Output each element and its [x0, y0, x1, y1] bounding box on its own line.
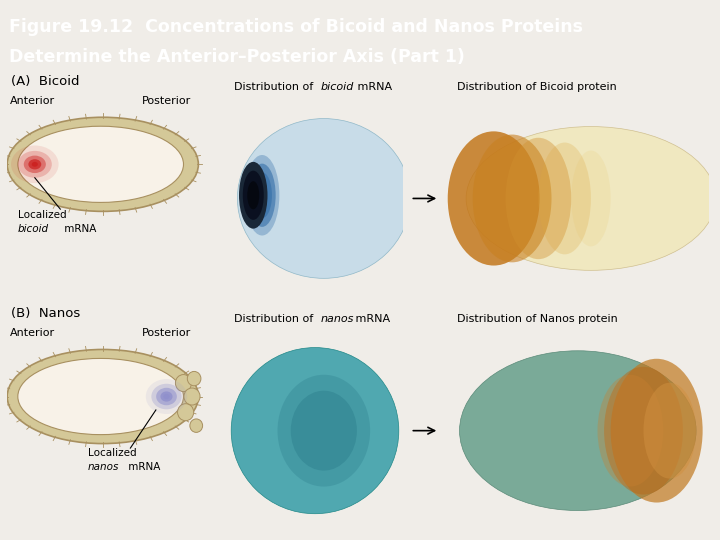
Ellipse shape — [145, 379, 187, 414]
Ellipse shape — [243, 171, 264, 220]
Ellipse shape — [448, 131, 540, 266]
Ellipse shape — [644, 383, 696, 478]
Text: nanos: nanos — [320, 314, 354, 324]
Circle shape — [190, 419, 202, 433]
Ellipse shape — [611, 359, 703, 503]
Text: Localized: Localized — [18, 210, 66, 220]
Circle shape — [184, 388, 200, 405]
Ellipse shape — [28, 159, 41, 170]
Ellipse shape — [11, 145, 58, 183]
Ellipse shape — [7, 117, 199, 211]
Ellipse shape — [18, 126, 184, 202]
Text: Determine the Anterior–Posterior Axis (Part 1): Determine the Anterior–Posterior Axis (P… — [9, 48, 464, 66]
Text: (B)  Nanos: (B) Nanos — [12, 307, 81, 320]
Ellipse shape — [598, 375, 663, 487]
Ellipse shape — [18, 359, 184, 435]
Ellipse shape — [161, 392, 173, 402]
Circle shape — [187, 372, 201, 386]
Ellipse shape — [24, 156, 46, 173]
Ellipse shape — [245, 155, 279, 235]
Text: Localized: Localized — [88, 448, 137, 458]
Ellipse shape — [505, 138, 571, 259]
Text: Distribution of Bicoid protein: Distribution of Bicoid protein — [457, 82, 616, 92]
Ellipse shape — [163, 394, 170, 399]
Ellipse shape — [571, 151, 611, 246]
Ellipse shape — [151, 384, 181, 409]
Text: mRNA: mRNA — [352, 314, 390, 324]
Text: Posterior: Posterior — [142, 328, 191, 338]
Ellipse shape — [18, 151, 52, 178]
Ellipse shape — [7, 349, 199, 443]
Text: Anterior: Anterior — [10, 96, 55, 106]
Ellipse shape — [291, 391, 357, 470]
Ellipse shape — [473, 134, 552, 262]
Text: mRNA: mRNA — [61, 224, 96, 234]
Ellipse shape — [239, 162, 268, 228]
Text: bicoid: bicoid — [320, 82, 354, 92]
Ellipse shape — [231, 348, 399, 514]
Text: (A)  Bicoid: (A) Bicoid — [12, 75, 80, 87]
Text: bicoid: bicoid — [18, 224, 49, 234]
Ellipse shape — [32, 162, 38, 167]
Ellipse shape — [539, 143, 591, 254]
Ellipse shape — [277, 375, 370, 487]
Text: Posterior: Posterior — [142, 96, 191, 106]
Text: mRNA: mRNA — [354, 82, 392, 92]
Ellipse shape — [466, 126, 716, 271]
Text: Anterior: Anterior — [10, 328, 55, 338]
Circle shape — [178, 404, 194, 421]
Circle shape — [176, 375, 192, 392]
Ellipse shape — [459, 351, 696, 510]
Text: Distribution of: Distribution of — [234, 82, 317, 92]
Ellipse shape — [248, 164, 276, 227]
Text: mRNA: mRNA — [125, 462, 161, 471]
Ellipse shape — [247, 181, 259, 210]
Ellipse shape — [156, 388, 177, 405]
Text: Distribution of: Distribution of — [234, 314, 317, 324]
Text: Distribution of Nanos protein: Distribution of Nanos protein — [457, 314, 618, 324]
Text: nanos: nanos — [88, 462, 120, 471]
Ellipse shape — [604, 367, 683, 495]
Ellipse shape — [238, 119, 410, 278]
Text: Figure 19.12  Concentrations of Bicoid and Nanos Proteins: Figure 19.12 Concentrations of Bicoid an… — [9, 17, 582, 36]
Ellipse shape — [252, 172, 272, 218]
